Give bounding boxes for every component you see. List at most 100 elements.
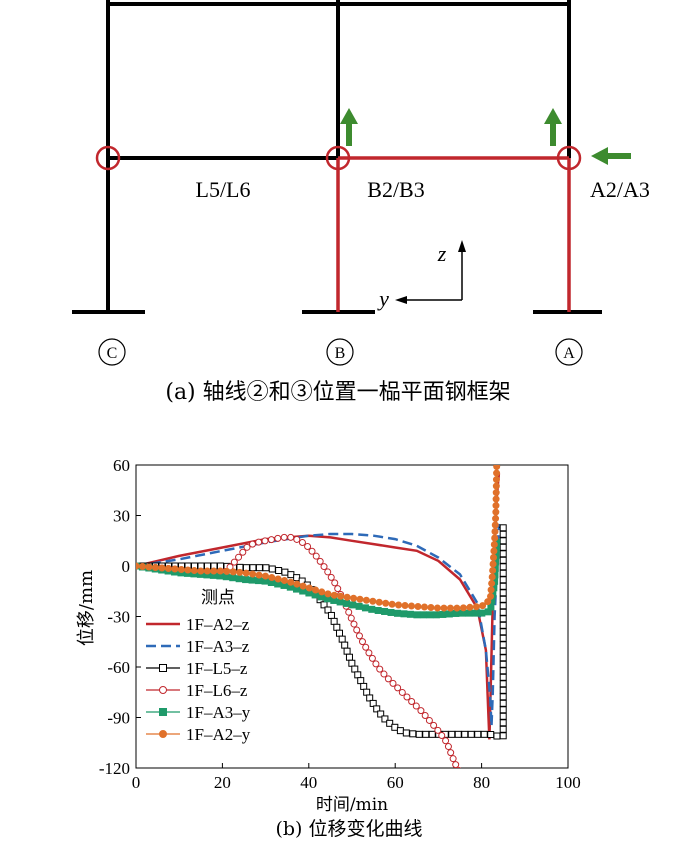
data-point [461,730,469,738]
axis-bubble-b: B [326,338,354,366]
coordinate-axes [395,240,466,304]
data-point [308,547,316,555]
data-point [489,553,497,561]
data-point [365,649,373,657]
data-point [452,761,460,768]
data-point [275,567,283,575]
data-point [369,597,377,605]
data-point [375,598,383,606]
data-point [333,623,341,631]
data-point [158,564,166,572]
data-point [223,567,231,575]
data-point [478,609,486,617]
data-point [356,595,364,603]
data-point [467,730,475,738]
data-point [446,604,454,612]
data-point [400,610,408,618]
data-point [363,688,371,696]
data-point [347,614,355,622]
y-tick-label: -120 [99,759,130,778]
data-point [341,641,349,649]
data-point [448,730,456,738]
data-point [236,568,244,576]
data-point [335,629,343,637]
data-point [366,694,374,702]
legend-entry: 1F–A3–z [146,637,250,656]
data-point [499,524,507,532]
data-point [499,712,507,720]
frame-black-members [72,0,602,314]
data-point [255,571,263,579]
data-point [499,634,507,642]
data-point [440,604,448,612]
data-point [389,679,397,687]
legend-label: 1F–A2–z [186,615,250,634]
data-point [493,469,501,477]
data-point [287,578,295,586]
data-point [499,660,507,668]
data-point [368,654,376,662]
data-point [445,610,453,618]
displacement-chart: 60 30 0 -30 -60 -90 -120 0 20 40 60 80 100 测点 1F–A2–… [76,456,581,840]
data-point [229,568,237,576]
data-point [499,556,507,564]
data-point [343,647,351,655]
data-point [388,600,396,608]
data-point [433,604,441,612]
data-point [422,730,430,738]
data-point [318,588,326,596]
data-point [499,595,507,603]
data-point [368,605,376,613]
data-point [239,548,247,556]
data-point [159,730,167,738]
data-point [348,659,356,667]
data-point [490,541,498,549]
data-point [420,603,428,611]
data-point [492,476,500,484]
x-tick-label: 40 [300,773,317,792]
data-point [380,670,388,678]
data-point [386,719,394,727]
data-point [442,737,450,745]
data-point [287,571,295,579]
data-point [415,730,423,738]
data-point [434,726,442,734]
data-point [465,609,473,617]
data-point [355,632,363,640]
data-point [499,615,507,623]
data-point [331,579,339,587]
data-point [499,563,507,571]
data-point [480,730,488,738]
data-point [427,604,435,612]
data-point [376,665,384,673]
data-point [305,584,313,592]
data-point [338,635,346,643]
data-point [395,601,403,609]
data-point [402,729,410,737]
data-point [499,550,507,558]
data-point [164,565,172,573]
data-point [474,730,482,738]
data-point [487,586,495,594]
legend-entry: 1F–A2–z [146,615,250,634]
data-point [374,606,382,614]
axis-bubble-c: C [98,338,126,366]
legend-label: 1F–L6–z [186,681,248,700]
data-point [138,563,146,571]
data-point [330,591,338,599]
data-point [159,708,167,716]
data-point [421,712,429,720]
data-point [449,755,457,763]
data-point [268,565,276,573]
data-point [299,582,307,590]
x-tick-label: 100 [555,773,581,792]
data-point [210,567,218,575]
data-point [493,732,501,740]
data-point [287,533,295,541]
arrow-left-icon [591,147,631,165]
data-point [381,607,389,615]
legend-entry: 1F–A3–y [146,703,251,722]
data-point [280,577,288,585]
data-point [361,604,369,612]
series-line [136,540,498,616]
